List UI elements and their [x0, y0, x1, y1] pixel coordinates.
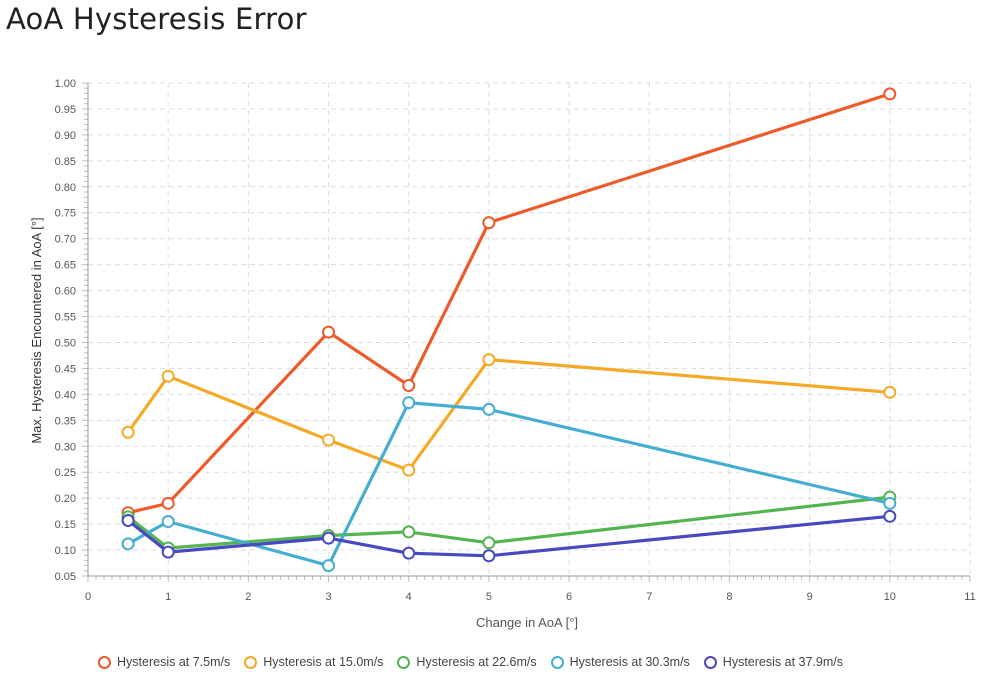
- legend-item[interactable]: Hysteresis at 37.9m/s: [703, 655, 843, 669]
- y-tick-label: 0.25: [55, 467, 76, 479]
- chart-title: AoA Hysteresis Error: [6, 2, 307, 36]
- data-point[interactable]: [161, 496, 175, 510]
- legend-marker-icon: [98, 655, 111, 669]
- x-tick-label: 4: [406, 591, 412, 603]
- series-line: [126, 92, 892, 515]
- data-point[interactable]: [322, 433, 336, 447]
- data-point[interactable]: [322, 559, 336, 573]
- y-axis-label: Max. Hysteresis Encountered in AoA [°]: [29, 217, 44, 443]
- series-line: [126, 401, 892, 568]
- legend-label: Hysteresis at 15.0m/s: [263, 655, 384, 669]
- legend-label: Hysteresis at 37.9m/s: [722, 655, 843, 669]
- x-tick-label: 1: [165, 591, 171, 603]
- y-tick-label: 0.85: [55, 156, 76, 168]
- y-tick-label: 0.70: [55, 234, 76, 246]
- legend-item[interactable]: Hysteresis at 7.5m/s: [98, 655, 230, 669]
- data-point[interactable]: [161, 369, 175, 383]
- data-point[interactable]: [482, 536, 496, 550]
- data-point[interactable]: [121, 513, 135, 527]
- y-tick-label: 1.00: [55, 78, 76, 90]
- minor-ticks: [82, 82, 971, 582]
- y-tick-label: 0.05: [55, 571, 76, 583]
- y-tick-label: 0.45: [55, 363, 76, 375]
- x-tick-label: 7: [646, 591, 652, 603]
- y-tick-label: 0.75: [55, 208, 76, 220]
- series-4: [121, 396, 897, 573]
- legend-label: Hysteresis at 7.5m/s: [117, 655, 231, 669]
- legend-marker-icon: [397, 655, 411, 669]
- x-tick-label: 3: [325, 591, 331, 603]
- x-tick-label: 10: [884, 591, 896, 603]
- data-point[interactable]: [161, 545, 175, 559]
- y-tick-label: 0.10: [55, 545, 76, 557]
- y-tick-label: 0.20: [55, 493, 76, 505]
- y-tick-label: 0.15: [55, 519, 76, 531]
- y-tick-label: 0.80: [55, 182, 76, 194]
- x-tick-label: 11: [964, 591, 975, 603]
- legend-label: Hysteresis at 22.6m/s: [416, 655, 537, 669]
- x-tick-label: 9: [807, 591, 813, 603]
- data-point[interactable]: [322, 531, 336, 545]
- x-tick-label: 6: [566, 591, 572, 603]
- data-point[interactable]: [482, 402, 496, 416]
- data-point[interactable]: [402, 546, 416, 560]
- y-tick-label: 0.40: [55, 389, 76, 401]
- data-point[interactable]: [322, 325, 336, 339]
- data-point[interactable]: [121, 537, 135, 551]
- data-point[interactable]: [402, 463, 416, 477]
- x-tick-label: 0: [85, 591, 91, 603]
- legend-marker-icon: [550, 655, 564, 669]
- series-line: [126, 514, 892, 558]
- y-tick-label: 0.90: [55, 130, 76, 142]
- data-point[interactable]: [883, 385, 897, 399]
- series-3: [121, 490, 897, 555]
- data-point[interactable]: [883, 509, 897, 523]
- y-tick-label: 0.55: [55, 312, 76, 324]
- legend-item[interactable]: Hysteresis at 22.6m/s: [397, 655, 537, 669]
- series-5: [121, 509, 897, 563]
- x-tick-label: 2: [245, 591, 251, 603]
- legend-item[interactable]: Hysteresis at 15.0m/s: [244, 655, 383, 669]
- legend-marker-icon: [703, 655, 717, 669]
- data-point[interactable]: [883, 496, 897, 510]
- series-line: [126, 495, 892, 550]
- data-point[interactable]: [161, 515, 175, 529]
- y-tick-label: 0.50: [55, 337, 76, 349]
- legend-marker-icon: [244, 655, 258, 669]
- x-tick-label: 8: [726, 591, 732, 603]
- y-tick-label: 0.65: [55, 260, 76, 272]
- data-point[interactable]: [482, 216, 496, 230]
- y-tick-label: 0.35: [55, 415, 76, 427]
- data-point[interactable]: [402, 396, 416, 410]
- data-point[interactable]: [121, 425, 135, 439]
- data-point[interactable]: [402, 379, 416, 393]
- series-1: [121, 87, 897, 520]
- series-2: [121, 353, 897, 477]
- x-tick-label: 5: [486, 591, 492, 603]
- x-axis-label: Change in AoA [°]: [476, 615, 578, 630]
- y-tick-label: 0.95: [55, 104, 76, 116]
- chart-legend: Hysteresis at 7.5m/s Hysteresis at 15.0m/…: [98, 652, 843, 672]
- legend-label: Hysteresis at 30.3m/s: [569, 655, 690, 669]
- data-point[interactable]: [883, 87, 897, 101]
- y-tick-label: 0.60: [55, 286, 76, 298]
- data-point[interactable]: [482, 549, 496, 563]
- legend-item[interactable]: Hysteresis at 30.3m/s: [550, 655, 690, 669]
- y-tick-label: 0.30: [55, 441, 76, 453]
- series-line: [126, 358, 892, 472]
- data-point[interactable]: [402, 525, 416, 539]
- data-point[interactable]: [482, 353, 496, 367]
